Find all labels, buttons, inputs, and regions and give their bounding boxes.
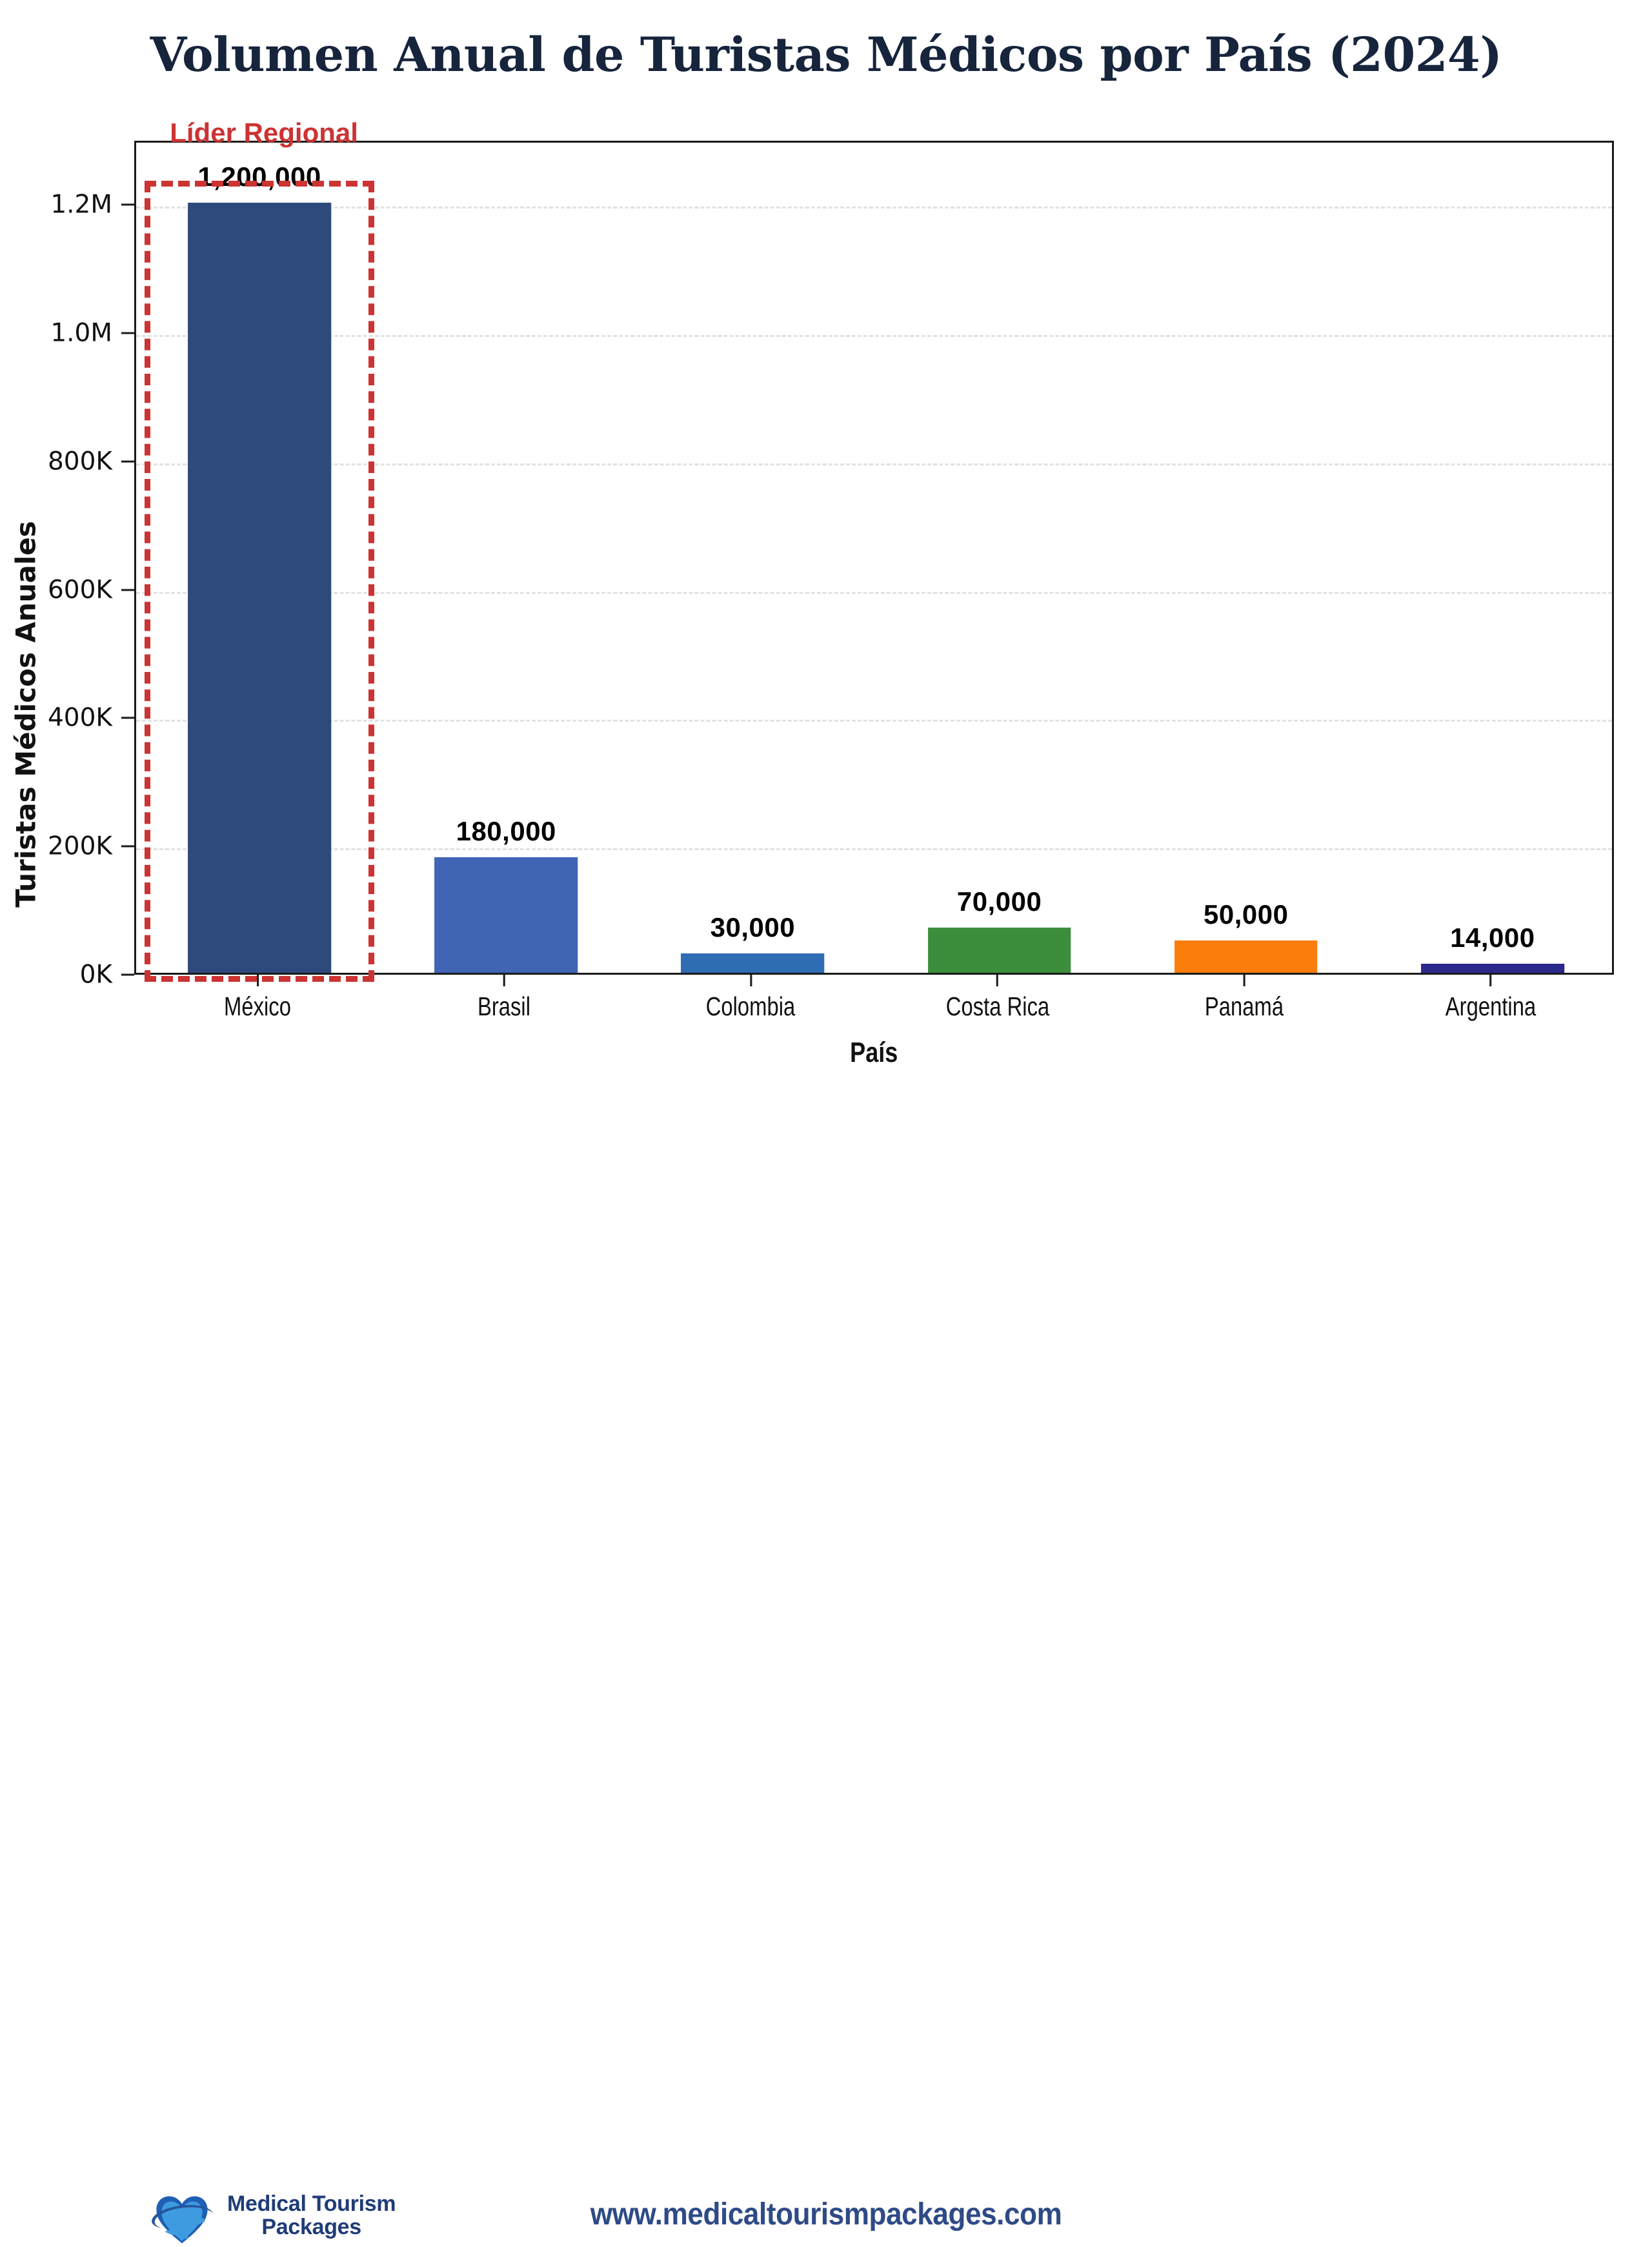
x-axis-ticks: México Brasil Colombia Costa Rica Panamá Arge… [134,975,1614,1039]
x-tick-mark [749,975,752,986]
website-url-text: www.medicaltourismpackages.com [590,2197,1062,2232]
y-tick-label: 800K [47,447,112,476]
y-tick-label: 1.0M [50,318,112,348]
y-axis-label: Turistas Médicos Anuales [10,521,42,908]
x-tick-label: México [224,991,292,1021]
x-tick-mark [1243,975,1245,986]
bar-panamá[interactable] [1174,940,1318,973]
y-tick-mark [121,460,134,463]
x-tick-mark [503,975,505,986]
x-axis-label-text: País [850,1037,898,1068]
bar-value-label: 1,200,000 [197,161,321,192]
bar-colombia[interactable] [681,953,825,973]
bar-value-label: 70,000 [956,886,1042,917]
y-tick-label: 1.2M [50,190,112,219]
y-tick-mark [121,332,134,334]
bar-value-label: 50,000 [1204,899,1289,930]
x-tick-label: Costa Rica [945,991,1049,1021]
y-tick-mark [121,589,134,591]
chart-figure: Volumen Anual de Turistas Médicos por Pa… [0,27,1652,2244]
y-tick-mark [121,717,134,719]
x-tick-brasil: Brasil [471,975,538,1022]
x-tick-panamá: Panamá [1194,975,1293,1022]
y-tick-label: 400K [47,703,112,733]
x-tick-label: Brasil [478,991,531,1021]
y-tick-mark [121,845,134,848]
plot-area: 1,200,000 180,000 30,000 70,000 50,000 14,000 [134,141,1614,982]
x-tick-label: Panamá [1204,991,1284,1021]
x-tick-label: Argentina [1445,991,1536,1021]
annotation-label-lider-regional: Líder Regional [170,117,358,148]
bar-series: 1,200,000 180,000 30,000 70,000 50,000 14,000 [136,143,1612,973]
x-axis-label: País [134,1037,1614,1069]
bar-brasil[interactable] [434,857,578,973]
y-tick-label: 0K [79,960,112,990]
y-tick-mark [121,973,134,976]
y-axis: Turistas Médicos Anuales 0K 200K 400K 600K 8… [0,141,134,990]
x-tick-costa-rica: Costa Rica [932,975,1062,1022]
bar-argentina[interactable] [1421,964,1564,973]
bar-value-label: 180,000 [456,816,556,847]
x-tick-méxico: México [216,975,299,1022]
x-tick-colombia: Colombia [695,975,807,1022]
x-tick-argentina: Argentina [1434,975,1547,1022]
bar-costa-rica[interactable] [927,928,1071,973]
x-tick-mark [256,975,259,986]
bar-value-label: 14,000 [1450,922,1535,953]
x-tick-mark [1489,975,1492,986]
y-tick-mark [121,203,134,206]
x-tick-label: Colombia [706,991,796,1021]
y-tick-label: 600K [47,575,112,605]
y-tick-label: 200K [47,831,112,861]
x-tick-mark [996,975,999,986]
figure-footer: Medical Tourism Packages www.medicaltour… [0,1061,1652,2244]
chart-title: Volumen Anual de Turistas Médicos por Pa… [150,27,1502,83]
bar-value-label: 30,000 [710,912,796,943]
bar-méxico[interactable] [188,203,331,973]
website-url[interactable]: www.medicaltourismpackages.com [0,2197,1652,2232]
